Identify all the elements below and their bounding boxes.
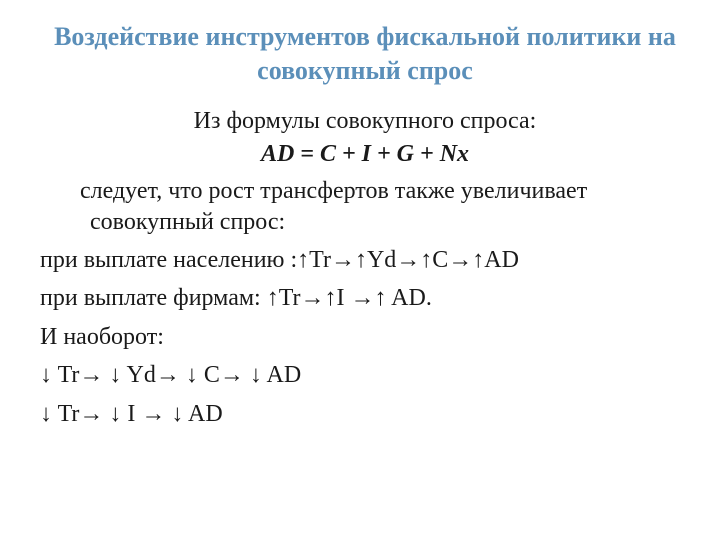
slide-title: Воздействие инструментов фискальной поли…	[40, 20, 690, 88]
intro-text: Из формулы совокупного спроса:	[40, 108, 690, 135]
line-population: при выплате населению :↑Tr→↑Yd→↑C→↑AD	[40, 244, 690, 276]
line-firms: при выплате фирмам: ↑Tr→↑I →↑ AD.	[40, 282, 690, 314]
line-reverse-1: ↓ Tr→ ↓ Yd→ ↓ C→ ↓ AD	[40, 359, 690, 391]
formula: AD = C + I + G + Nx	[40, 141, 690, 168]
line-reverse-label: И наоборот:	[40, 321, 690, 353]
line-reverse-2: ↓ Tr→ ↓ I → ↓ AD	[40, 398, 690, 430]
followup-text: следует, что рост трансфертов также увел…	[50, 176, 690, 238]
